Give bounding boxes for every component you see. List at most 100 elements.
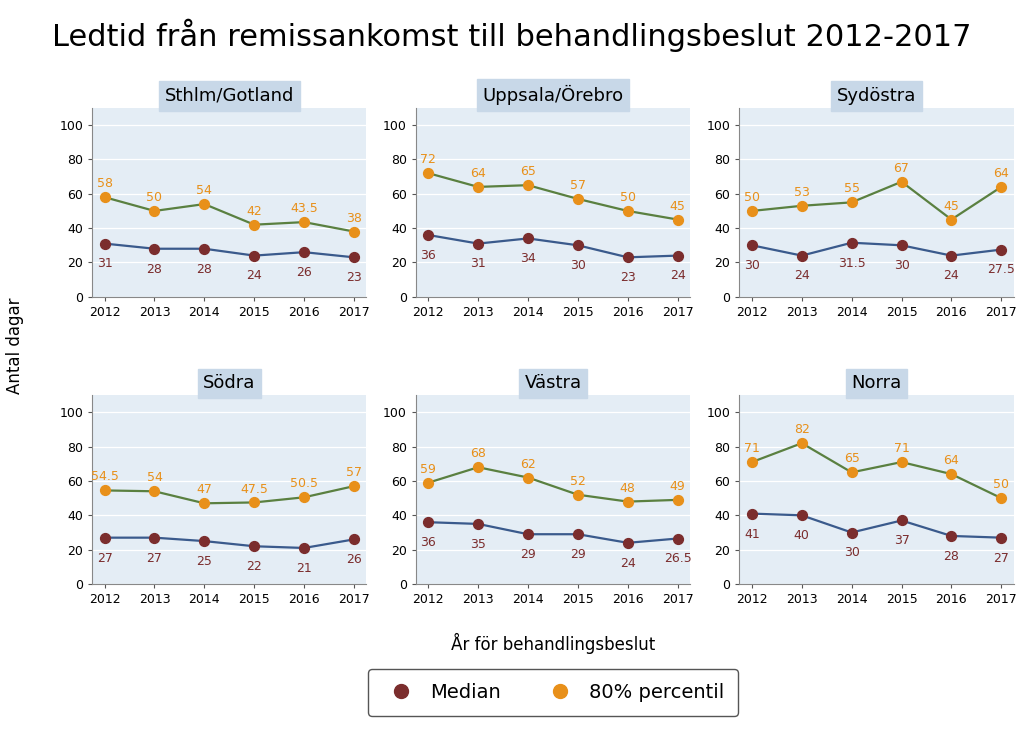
Text: 27: 27	[993, 551, 1010, 565]
Text: 26: 26	[346, 554, 361, 566]
Text: 27.5: 27.5	[987, 263, 1015, 277]
Point	[420, 167, 436, 179]
Text: 40: 40	[794, 529, 810, 542]
Text: 21: 21	[296, 562, 312, 575]
Point	[470, 518, 486, 530]
Point	[520, 179, 537, 191]
Point	[670, 533, 686, 545]
Title: Västra: Västra	[524, 374, 582, 392]
Text: 50.5: 50.5	[290, 478, 318, 490]
Text: 34: 34	[520, 252, 536, 266]
Title: Sydöstra: Sydöstra	[837, 87, 916, 105]
Point	[893, 240, 909, 251]
Text: 65: 65	[520, 165, 536, 179]
Point	[420, 516, 436, 528]
Text: 57: 57	[570, 179, 586, 192]
Title: Sthlm/Gotland: Sthlm/Gotland	[165, 87, 294, 105]
Point	[620, 251, 636, 263]
Text: 47.5: 47.5	[241, 483, 268, 496]
Point	[743, 240, 760, 251]
Point	[943, 530, 959, 542]
Point	[794, 437, 810, 449]
Point	[893, 515, 909, 527]
Point	[893, 176, 909, 187]
Text: 57: 57	[346, 466, 361, 479]
Point	[346, 533, 362, 545]
Text: 29: 29	[520, 548, 536, 561]
Legend: Median, 80% percentil: Median, 80% percentil	[369, 670, 737, 716]
Text: 36: 36	[421, 536, 436, 549]
Text: 50: 50	[620, 191, 636, 204]
Point	[794, 250, 810, 262]
Text: 28: 28	[197, 263, 212, 275]
Text: 38: 38	[346, 211, 361, 225]
Text: 27: 27	[146, 551, 163, 565]
Point	[246, 250, 262, 262]
Text: 45: 45	[670, 199, 686, 213]
Text: 26: 26	[296, 266, 312, 279]
Point	[993, 532, 1010, 544]
Text: 50: 50	[993, 478, 1010, 491]
Text: 68: 68	[470, 447, 486, 461]
Point	[346, 225, 362, 237]
Point	[197, 198, 213, 210]
Point	[620, 537, 636, 549]
Text: 53: 53	[794, 186, 810, 199]
Text: 23: 23	[620, 272, 636, 284]
Point	[96, 484, 113, 496]
Text: 52: 52	[570, 475, 586, 488]
Point	[993, 243, 1010, 255]
Point	[620, 205, 636, 217]
Text: 30: 30	[744, 259, 760, 272]
Point	[844, 237, 860, 248]
Text: 67: 67	[894, 161, 909, 175]
Point	[197, 497, 213, 509]
Title: Norra: Norra	[852, 374, 902, 392]
Text: 30: 30	[570, 259, 586, 272]
Text: Ledtid från remissankomst till behandlingsbeslut 2012-2017: Ledtid från remissankomst till behandlin…	[52, 19, 972, 52]
Point	[146, 485, 163, 497]
Text: 72: 72	[420, 153, 436, 166]
Point	[893, 456, 909, 468]
Point	[346, 480, 362, 492]
Point	[569, 193, 586, 205]
Text: 24: 24	[620, 557, 636, 570]
Text: 62: 62	[520, 458, 536, 471]
Point	[96, 191, 113, 203]
Text: 24: 24	[670, 269, 685, 283]
Text: 37: 37	[894, 534, 909, 548]
Point	[844, 196, 860, 208]
Text: 30: 30	[844, 546, 859, 559]
Text: 65: 65	[844, 452, 859, 466]
Text: 71: 71	[744, 442, 760, 455]
Point	[620, 496, 636, 507]
Point	[670, 250, 686, 262]
Point	[844, 527, 860, 539]
Text: 54.5: 54.5	[91, 470, 119, 484]
Text: 47: 47	[197, 484, 212, 496]
Title: Södra: Södra	[203, 374, 256, 392]
Text: 23: 23	[346, 272, 361, 284]
Text: 28: 28	[146, 263, 163, 275]
Point	[246, 496, 262, 508]
Point	[794, 200, 810, 212]
Text: 71: 71	[894, 442, 909, 455]
Text: 22: 22	[247, 560, 262, 573]
Text: 55: 55	[844, 182, 860, 196]
Text: 64: 64	[943, 454, 959, 467]
Point	[993, 181, 1010, 193]
Text: 31: 31	[470, 257, 486, 271]
Point	[569, 240, 586, 251]
Text: 43.5: 43.5	[290, 202, 318, 215]
Text: 24: 24	[794, 269, 810, 283]
Text: 54: 54	[197, 184, 212, 197]
Point	[470, 181, 486, 193]
Text: 59: 59	[420, 463, 436, 475]
Point	[197, 535, 213, 547]
Point	[96, 237, 113, 249]
Point	[844, 466, 860, 478]
Text: 50: 50	[146, 191, 163, 204]
Text: 25: 25	[197, 555, 212, 568]
Point	[470, 237, 486, 249]
Text: 26.5: 26.5	[664, 552, 691, 565]
